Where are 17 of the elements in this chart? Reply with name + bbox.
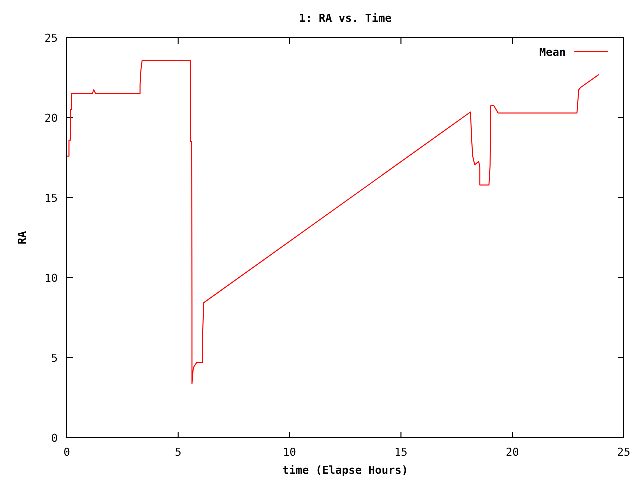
x-tick-label: 0 [64,446,70,459]
x-tick-label: 20 [506,446,520,459]
y-tick-label: 5 [51,352,58,365]
line-series [66,60,600,385]
legend-label: Mean [540,46,566,59]
x-tick-label: 5 [175,446,182,459]
x-tick-label: 10 [283,446,296,459]
x-tick-label: 25 [617,446,631,459]
y-tick-label: 15 [44,192,58,205]
y-tick-label: 25 [44,32,58,45]
x-tick-label: 15 [394,446,408,459]
y-tick-label: 0 [51,432,58,445]
y-tick-label: 20 [44,112,58,125]
y-axis-title: RA [16,231,29,245]
x-axis-title: time (Elapse Hours) [282,464,408,477]
y-tick-label: 10 [44,272,58,285]
chart-title: 1: RA vs. Time [299,12,392,25]
